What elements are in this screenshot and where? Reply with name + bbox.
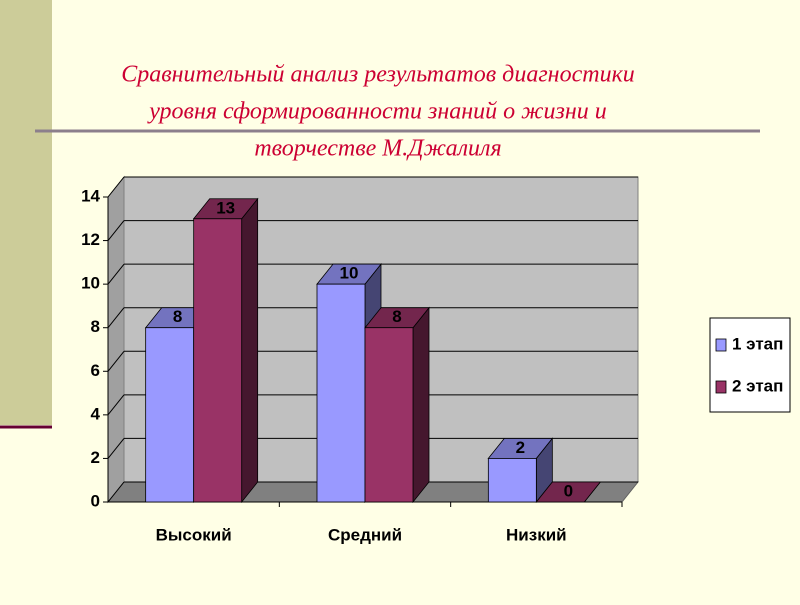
bar xyxy=(145,327,195,503)
legend-swatch xyxy=(715,380,727,394)
side-wall xyxy=(107,175,125,504)
legend xyxy=(709,317,791,413)
grid-line xyxy=(107,394,125,416)
data-label: 2 xyxy=(516,438,525,457)
grid-line xyxy=(107,220,125,241)
data-label: 8 xyxy=(173,307,182,326)
grid-line xyxy=(107,350,125,372)
x-tick-label: Низкий xyxy=(506,525,567,544)
y-tick-label: 14 xyxy=(81,186,100,205)
bar-side xyxy=(241,197,259,504)
bar xyxy=(487,458,537,503)
x-tick-label: Средний xyxy=(328,525,402,544)
title-line: творчестве М.Джалиля xyxy=(254,136,501,162)
y-tick-label: 10 xyxy=(81,274,100,293)
legend-label: 2 этап xyxy=(732,376,783,395)
title-line: Сравнительный анализ результатов диагнос… xyxy=(121,62,635,88)
bar xyxy=(193,218,243,503)
y-tick-label: 2 xyxy=(91,448,100,467)
y-tick-label: 12 xyxy=(81,230,100,249)
grid-line xyxy=(107,176,125,198)
data-label: 13 xyxy=(216,198,235,217)
bar xyxy=(364,327,414,503)
grid-line xyxy=(107,438,125,459)
grid-line xyxy=(107,307,125,329)
legend-swatch xyxy=(715,338,727,352)
bar-side xyxy=(412,306,430,504)
y-tick-label: 6 xyxy=(91,361,100,380)
bar-top xyxy=(535,481,602,503)
data-label: 0 xyxy=(564,481,573,500)
title-line: уровня сформированности знаний о жизни и xyxy=(147,99,607,125)
y-tick-label: 8 xyxy=(91,317,100,336)
data-label: 8 xyxy=(392,307,401,326)
legend-label: 1 этап xyxy=(732,334,783,353)
grid-line xyxy=(107,263,125,285)
x-tick-label: Высокий xyxy=(156,525,232,544)
side-band xyxy=(0,0,52,425)
data-label: 10 xyxy=(340,264,359,283)
grid-line xyxy=(107,481,125,503)
y-tick-label: 4 xyxy=(91,404,101,423)
bar xyxy=(316,283,366,503)
y-tick-label: 0 xyxy=(91,491,100,510)
